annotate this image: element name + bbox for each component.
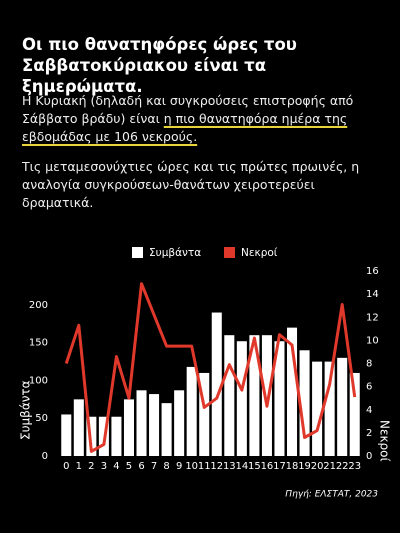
legend-swatch	[224, 247, 235, 258]
y-tick-label: 0	[42, 451, 48, 462]
x-tick-label: 16	[261, 461, 274, 472]
bar	[274, 341, 285, 456]
bar	[337, 357, 348, 456]
legend-label: Νεκροί	[241, 247, 278, 259]
legend-label: Συμβάντα	[149, 247, 201, 259]
y2-axis-label: Νεκροί	[378, 420, 392, 462]
y-axis-label: Συμβάντα	[19, 380, 33, 440]
x-tick-label: 17	[273, 461, 286, 472]
y-tick-label: 100	[29, 375, 48, 386]
bar	[186, 366, 197, 456]
bar	[149, 394, 160, 456]
paragraph: Η Κυριακή (δηλαδή και συγκρούσεις επιστρ…	[22, 92, 382, 146]
bar	[324, 361, 335, 456]
y-tick-label: 200	[29, 300, 48, 311]
bar	[287, 327, 298, 456]
x-tick-label: 8	[163, 461, 169, 472]
bar	[136, 390, 147, 456]
x-tick-label: 4	[113, 461, 119, 472]
text: Τις μεταμεσονύχτιες ώρες και τις πρώτες …	[22, 159, 360, 210]
y2-tick-label: 4	[366, 405, 372, 416]
y2-tick-label: 16	[366, 266, 379, 277]
x-tick-label: 9	[176, 461, 182, 472]
bar	[299, 350, 310, 456]
x-tick-label: 22	[336, 461, 349, 472]
bar	[249, 335, 260, 456]
x-tick-label: 7	[151, 461, 157, 472]
x-tick-label: 5	[126, 461, 132, 472]
x-tick-label: 12	[210, 461, 223, 472]
x-tick-label: 21	[323, 461, 336, 472]
paragraph: Τις μεταμεσονύχτιες ώρες και τις πρώτες …	[22, 158, 382, 212]
bar	[174, 390, 185, 456]
y2-tick-label: 8	[366, 359, 372, 370]
y2-tick-label: 6	[366, 382, 372, 393]
bar	[349, 372, 360, 456]
bar	[312, 361, 323, 456]
x-tick-label: 15	[248, 461, 261, 472]
text: Η Κυριακή (δηλαδή και συγκρούσεις επιστρ…	[22, 93, 354, 126]
x-tick-label: 6	[138, 461, 144, 472]
x-tick-label: 11	[198, 461, 211, 472]
bar	[61, 414, 72, 456]
x-tick-label: 2	[88, 461, 94, 472]
x-tick-label: 13	[223, 461, 236, 472]
source: Πηγή: ΕΛΣΤΑΤ, 2023	[285, 490, 378, 500]
legend-swatch	[132, 247, 143, 258]
y2-tick-label: 14	[366, 289, 379, 300]
y2-tick-label: 2	[366, 428, 372, 439]
bar	[111, 416, 122, 456]
x-tick-label: 1	[76, 461, 82, 472]
bar	[123, 399, 134, 456]
bar	[211, 312, 222, 456]
y2-tick-label: 0	[366, 451, 372, 462]
bar	[261, 335, 272, 456]
bar	[161, 403, 172, 456]
title: Οι πιο θανατηφόρες ώρες του Σαββατοκύρια…	[22, 35, 297, 96]
y-tick-label: 150	[29, 338, 48, 349]
x-tick-label: 14	[235, 461, 248, 472]
x-tick-label: 19	[298, 461, 311, 472]
line	[64, 282, 357, 453]
bar	[224, 335, 235, 456]
x-tick-label: 20	[311, 461, 324, 472]
bar	[236, 341, 247, 456]
x-tick-label: 3	[101, 461, 107, 472]
bar	[73, 399, 84, 456]
x-tick-label: 10	[185, 461, 198, 472]
y-tick-label: 50	[35, 413, 48, 424]
y2-tick-label: 12	[366, 312, 379, 323]
highlight: η πιο θανατηφόρα ημέρα της εβδομάδας με …	[22, 111, 348, 144]
x-tick-label: 18	[286, 461, 299, 472]
bar	[199, 372, 210, 456]
x-tick-label: 0	[63, 461, 69, 472]
x-tick-label: 23	[348, 461, 361, 472]
y2-tick-label: 10	[366, 335, 379, 346]
